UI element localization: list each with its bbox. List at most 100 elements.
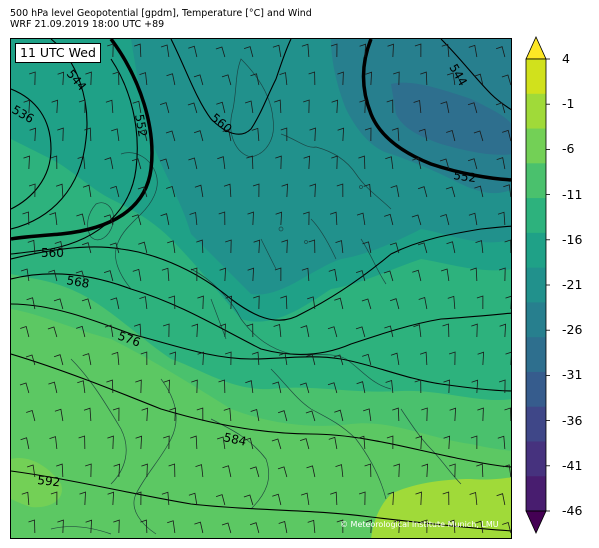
wind-barb [216,436,226,450]
wind-barb [104,324,114,338]
wind-barb [309,183,316,198]
wind-barb [389,298,400,310]
wind-barb [364,463,372,478]
wind-barb [54,240,64,254]
wind-barb [223,183,232,198]
wind-barb [474,185,484,198]
colorbar-tick-label: -41 [562,457,583,473]
contour-568 [11,273,511,355]
wind-barb [218,211,226,226]
wind-barb [420,519,428,534]
colorbar-band [526,302,546,338]
chart-title: 500 hPa level Geopotential [gpdm], Tempe… [10,8,312,19]
wind-barb [337,127,345,142]
wind-barb [138,129,148,142]
wind-barb [55,183,64,198]
wind-barb [505,295,511,310]
wind-barb [134,43,142,58]
wind-barb [135,435,143,450]
wind-barb [390,185,400,198]
wind-barb [448,351,456,366]
contour-label: 592 [37,473,61,489]
wind-barb [132,100,142,114]
wind-barb [162,323,170,338]
wind-barb [359,43,367,58]
wind-barb [56,463,64,478]
wind-barb [243,46,254,58]
wind-barb [387,43,394,58]
weather-map[interactable]: 544 536 552 560 560 568 576 584 592 544 … [10,38,512,539]
wind-barb [303,155,311,170]
wind-barb [329,211,338,226]
wind-barb [104,157,114,170]
wind-barb [273,323,282,338]
colorbar-band [526,198,546,234]
wind-barb [103,214,114,226]
wind-barb [160,213,170,226]
contour-562 [11,58,138,255]
wind-barb [477,407,484,422]
wind-barb [107,491,115,506]
wind-barb [194,184,204,198]
temp-band-minus36 [391,82,511,155]
wind-barb [274,99,282,114]
wind-barb [20,437,30,450]
wind-barb [49,212,58,226]
wind-barb [194,521,204,534]
wind-barb [299,438,310,450]
wind-barb [440,268,450,282]
wind-barb [299,382,310,394]
wind-barb [19,382,30,394]
wind-barb [393,71,400,86]
wind-barb [302,211,310,226]
wind-barb [215,46,226,58]
wind-barb [278,352,288,366]
wind-barb [189,211,198,226]
wind-barb [82,353,92,366]
wind-barb [57,71,65,86]
wind-barb [303,99,310,114]
wind-barb [225,239,232,254]
wind-barb [271,438,282,450]
wind-barb [327,326,338,338]
wind-barb [167,240,176,254]
colorbar-tick-label: -36 [562,412,583,428]
wind-barb [417,242,428,254]
wind-barb [188,157,198,170]
contour-560-south [11,225,511,321]
colorbar-tick-label: -46 [562,503,583,518]
wind-barb [417,186,428,198]
wind-barb [393,519,401,534]
wind-barb [412,269,422,282]
wind-barb [306,465,316,478]
wind-barb [47,326,58,338]
wind-barb [163,435,170,450]
wind-barb [386,99,394,114]
wind-barb [168,295,176,310]
wind-barb [49,436,58,450]
wind-barb [334,409,344,422]
wind-barb [85,519,93,534]
wind-barb [21,491,30,506]
credit-text: © Meteorological Institute Munich, LMU [340,520,499,529]
wind-barb [306,353,316,366]
wind-barb [27,239,36,254]
contour-label: 584 [222,430,247,448]
wind-barb [441,43,450,58]
wind-barb [499,267,506,282]
wind-barb [421,407,428,422]
wind-barb [187,102,198,114]
wind-barb [469,491,478,506]
wind-barb [421,463,429,478]
contour-584 [11,353,511,468]
wind-barb [449,463,456,478]
wind-barb [26,409,36,422]
wind-barb [502,521,511,534]
wind-barb [275,211,283,226]
wind-barb [495,102,506,114]
wind-barb [477,351,485,366]
contour-552-west [11,39,154,241]
wind-barb [113,519,120,534]
wind-barb [470,267,478,282]
bold-contours [11,39,511,241]
